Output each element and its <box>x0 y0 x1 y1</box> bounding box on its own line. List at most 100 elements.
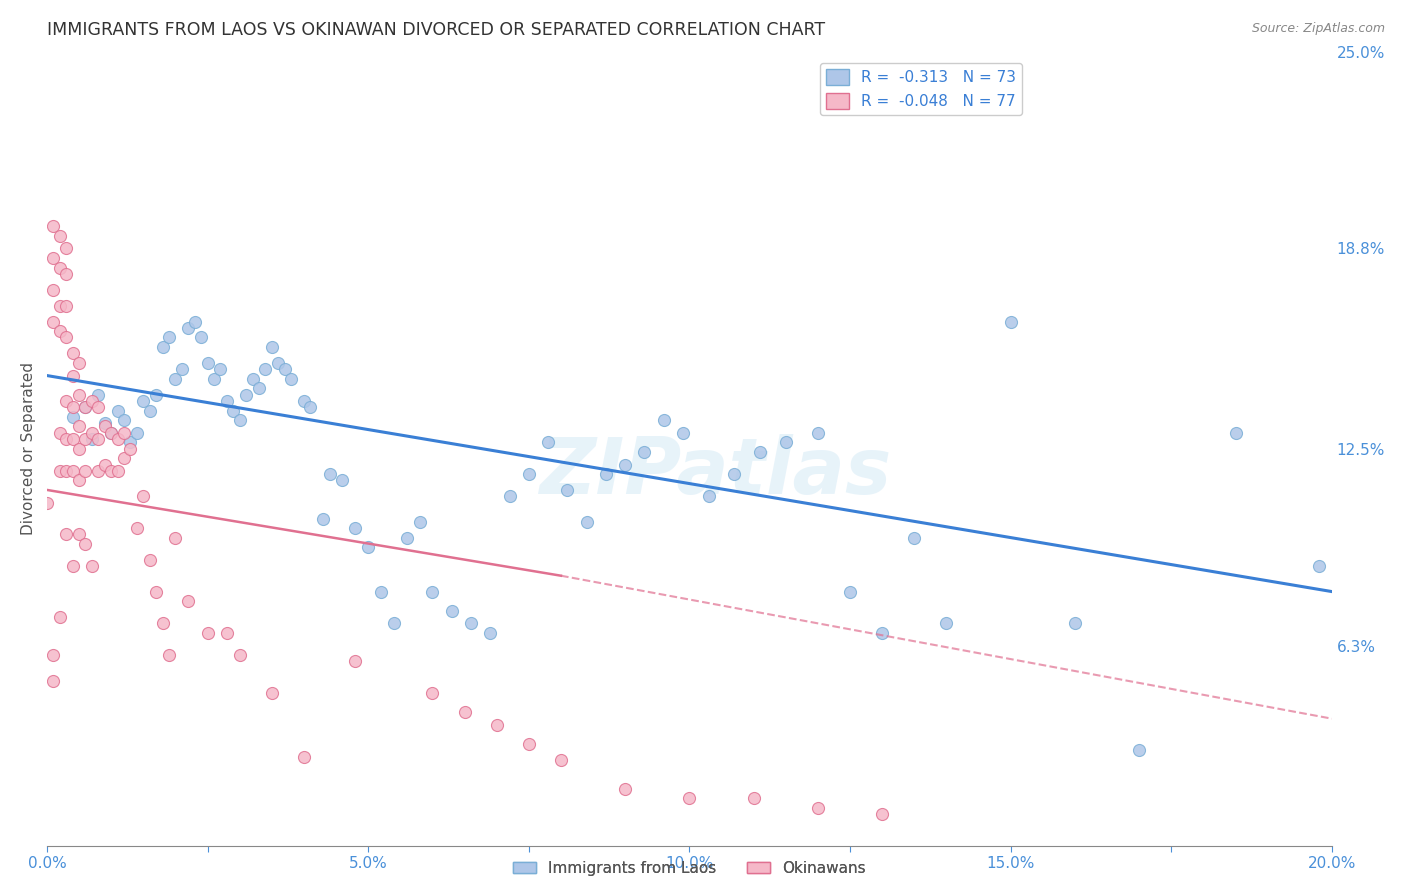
Point <box>235 387 257 401</box>
Point <box>440 604 463 618</box>
Point <box>453 706 475 720</box>
Point <box>935 616 957 631</box>
Point <box>344 655 367 669</box>
Point <box>62 401 84 415</box>
Point <box>62 464 84 478</box>
Point <box>775 435 797 450</box>
Point <box>215 626 238 640</box>
Point <box>100 425 122 440</box>
Point <box>903 531 925 545</box>
Point <box>382 616 405 631</box>
Point <box>422 584 444 599</box>
Point <box>100 425 122 440</box>
Point <box>62 346 84 360</box>
Point <box>267 356 290 370</box>
Point <box>112 425 135 440</box>
Y-axis label: Divorced or Separated: Divorced or Separated <box>21 362 35 535</box>
Point <box>62 368 84 383</box>
Text: Source: ZipAtlas.com: Source: ZipAtlas.com <box>1251 22 1385 36</box>
Point <box>537 435 560 450</box>
Point <box>75 401 97 415</box>
Point <box>197 626 219 640</box>
Point <box>165 531 187 545</box>
Point <box>742 791 765 805</box>
Point <box>1225 425 1247 440</box>
Point <box>80 425 103 440</box>
Point <box>75 464 97 478</box>
Point <box>280 372 302 386</box>
Point <box>422 686 444 700</box>
Point <box>1128 743 1150 757</box>
Point <box>100 464 122 478</box>
Point <box>839 584 862 599</box>
Point <box>80 394 103 409</box>
Point <box>870 626 893 640</box>
Point <box>498 489 520 503</box>
Point <box>247 381 270 395</box>
Point <box>242 372 264 386</box>
Point <box>42 251 65 265</box>
Text: IMMIGRANTS FROM LAOS VS OKINAWAN DIVORCED OR SEPARATED CORRELATION CHART: IMMIGRANTS FROM LAOS VS OKINAWAN DIVORCE… <box>46 21 825 39</box>
Point <box>75 432 97 446</box>
Point <box>152 616 174 631</box>
Point <box>55 267 77 281</box>
Point <box>94 419 117 434</box>
Point <box>678 791 700 805</box>
Point <box>42 648 65 662</box>
Point <box>299 401 322 415</box>
Point <box>139 553 162 567</box>
Point <box>460 616 482 631</box>
Point <box>170 362 193 376</box>
Point <box>55 464 77 478</box>
Point <box>370 584 392 599</box>
Point <box>807 800 830 814</box>
Point <box>67 419 90 434</box>
Point <box>318 467 340 481</box>
Point <box>87 464 110 478</box>
Point <box>120 435 142 450</box>
Point <box>125 521 148 535</box>
Point <box>67 527 90 541</box>
Point <box>139 403 162 417</box>
Point <box>55 330 77 344</box>
Point <box>209 362 232 376</box>
Point <box>49 610 72 624</box>
Point <box>357 540 380 554</box>
Point <box>87 432 110 446</box>
Point <box>165 372 187 386</box>
Point <box>292 749 315 764</box>
Point <box>749 445 772 459</box>
Point <box>49 324 72 338</box>
Point <box>132 489 155 503</box>
Point <box>75 401 97 415</box>
Point <box>62 559 84 574</box>
Point <box>35 495 58 509</box>
Point <box>94 416 117 430</box>
Point <box>228 648 250 662</box>
Point <box>42 673 65 688</box>
Point <box>67 474 90 488</box>
Point <box>202 372 225 386</box>
Point <box>42 283 65 297</box>
Point <box>49 260 72 275</box>
Legend: Immigrants from Laos, Okinawans: Immigrants from Laos, Okinawans <box>508 855 872 882</box>
Point <box>344 521 367 535</box>
Point <box>145 584 167 599</box>
Point <box>94 458 117 472</box>
Point <box>614 458 637 472</box>
Point <box>254 362 277 376</box>
Point <box>55 432 77 446</box>
Point <box>55 394 77 409</box>
Point <box>292 394 315 409</box>
Point <box>672 425 695 440</box>
Point <box>197 356 219 370</box>
Point <box>67 356 90 370</box>
Point <box>260 686 283 700</box>
Point <box>49 464 72 478</box>
Point <box>633 445 655 459</box>
Point <box>183 314 205 328</box>
Point <box>49 299 72 313</box>
Point <box>67 387 90 401</box>
Point <box>49 425 72 440</box>
Point <box>67 442 90 456</box>
